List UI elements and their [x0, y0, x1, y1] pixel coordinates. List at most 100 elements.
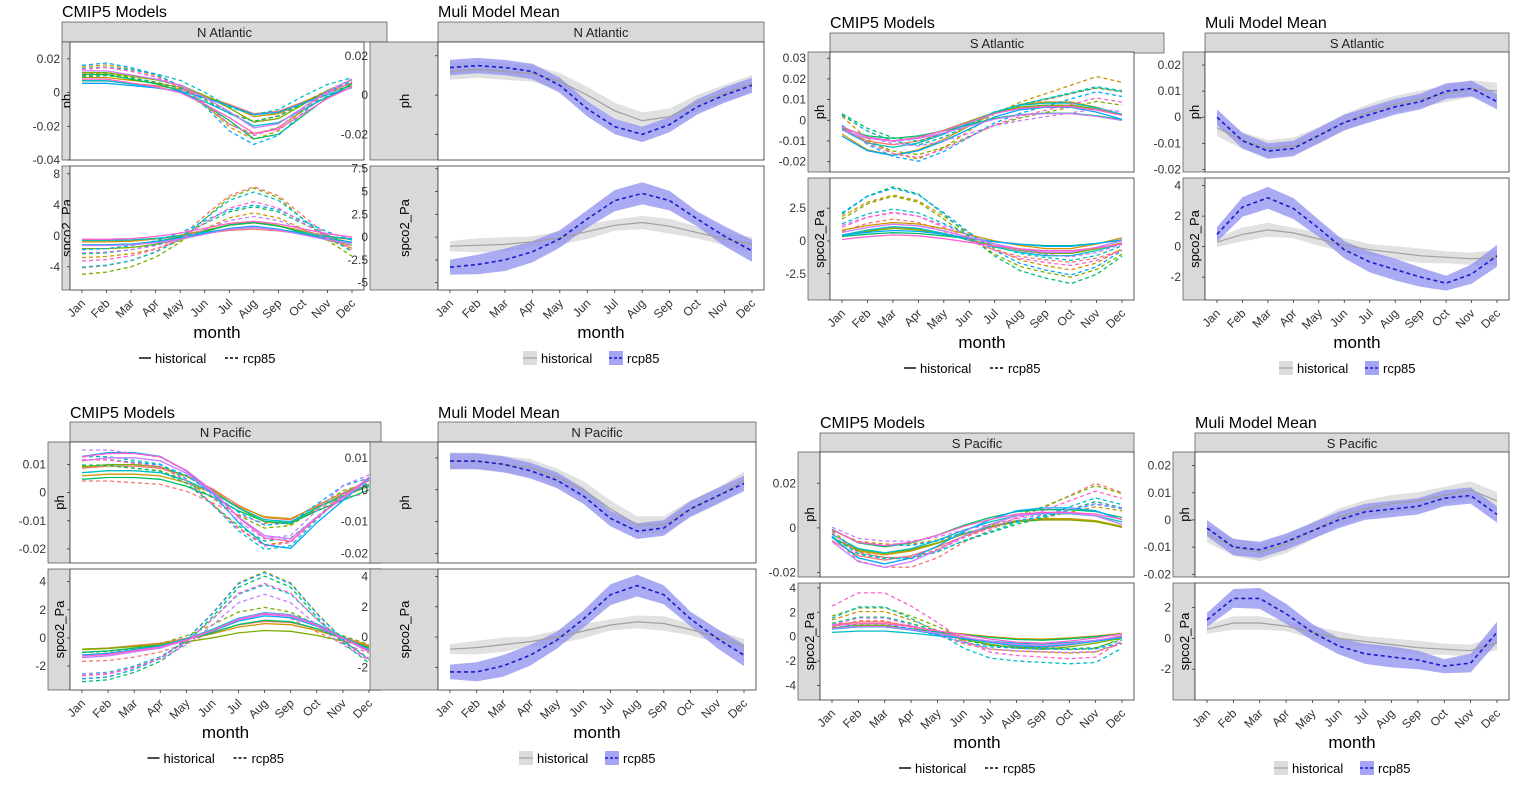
facet-row-strip-ph [369, 41, 439, 161]
x-tick-label: Mar [1241, 706, 1266, 731]
model-line-rcp85 [841, 187, 1123, 276]
model-line-rcp85 [831, 616, 1123, 650]
model-line-rcp85 [81, 191, 353, 268]
x-tick-label: Feb [459, 296, 484, 321]
facet-strip-label: N Atlantic [197, 25, 252, 40]
rcp85-mean-line [449, 64, 753, 136]
y-tick-label: -0.02 [19, 542, 47, 556]
model-line-rcp85 [831, 497, 1123, 560]
model-line-rcp85 [841, 100, 1123, 156]
model-line-rcp85 [82, 465, 370, 529]
legend-label-rcp85: rcp85 [252, 751, 285, 766]
model-line-historical [831, 625, 1123, 646]
x-tick-label: Apr [139, 296, 162, 319]
panel-title: CMIP5 Models [70, 405, 175, 422]
rcp85-band [450, 574, 744, 682]
y-tick-label: 0 [361, 630, 368, 644]
model-line-rcp85 [81, 215, 353, 254]
y-tick-label: 4 [789, 581, 796, 595]
y-tick-label: -2.5 [785, 267, 806, 281]
x-tick-label: Nov [1078, 306, 1103, 331]
x-tick-label: Aug [1001, 306, 1026, 331]
facet-strip-label: S Pacific [952, 436, 1003, 451]
model-line-historical [831, 622, 1123, 644]
x-tick-label: Jun [1321, 706, 1345, 730]
facet-row-label-ph: ph [52, 495, 67, 509]
hist-mean-line [1216, 87, 1498, 150]
y-tick-label: 0.01 [783, 93, 807, 107]
x-tick-label: Apr [513, 696, 536, 719]
y-tick-label: 0 [361, 483, 368, 497]
facet-strip-label: N Atlantic [574, 25, 629, 40]
model-line-historical [81, 452, 370, 542]
x-tick-label: Sep [259, 296, 284, 321]
legend-label-historical: historical [1297, 361, 1348, 376]
x-tick-label: Oct [300, 696, 324, 720]
y-tick-label: -0.01 [341, 515, 369, 529]
facet-strip-label: S Atlantic [1330, 36, 1385, 51]
chart-panel-4: CMIP5 Models N Pacific ph spco2_Pa 0.01 0 -0.0… [19, 405, 382, 766]
legend-label-rcp85: rcp85 [1378, 761, 1411, 776]
y-tick-label: 0 [1174, 110, 1181, 124]
model-line-historical [82, 78, 353, 134]
y-tick-label: 0 [789, 521, 796, 535]
y-tick-label: -2 [1160, 662, 1171, 676]
hist-band [450, 61, 752, 129]
y-tick-label: -0.02 [769, 566, 797, 580]
x-tick-label: Jun [195, 696, 219, 720]
y-tick-label: 0 [361, 88, 368, 102]
y-tick-label: -0.02 [33, 119, 61, 133]
model-line-rcp85 [81, 62, 353, 146]
x-tick-label: Dec [1103, 306, 1128, 331]
facet-row-strip-ph [369, 441, 439, 564]
model-line-historical [831, 512, 1123, 568]
facet-row-strip-spco2 [369, 568, 439, 691]
rcp85-mean-line [450, 584, 745, 673]
x-tick-label: Sep [1027, 306, 1052, 331]
x-tick-label: Nov [1453, 306, 1478, 331]
x-tick-label: Jan [65, 296, 89, 320]
x-tick-label: Sep [645, 696, 670, 721]
y-tick-label: 0.01 [23, 458, 47, 472]
y-tick-label: 2 [361, 600, 368, 614]
facet-strip-label: N Pacific [571, 425, 623, 440]
y-tick-label: 0 [799, 234, 806, 248]
x-tick-label: Jul [1355, 306, 1376, 327]
model-line-rcp85 [831, 592, 1123, 660]
model-line-rcp85 [81, 66, 353, 116]
rcp85-mean-line [1216, 196, 1498, 285]
y-tick-label: 0.02 [773, 476, 797, 490]
x-tick-label: May [167, 696, 193, 722]
legend-label-rcp85: rcp85 [243, 351, 276, 366]
x-tick-label: Sep [1402, 306, 1427, 331]
x-tick-label: May [1293, 706, 1319, 732]
legend-label-rcp85: rcp85 [623, 751, 656, 766]
hist-band [1207, 616, 1497, 657]
x-tick-label: Aug [1373, 706, 1398, 731]
facet-row-label-spco2: spco2_Pa [52, 600, 67, 659]
rcp85-mean-line [450, 460, 745, 533]
x-tick-label: Nov [698, 696, 723, 721]
x-tick-label: Mar [485, 696, 510, 721]
x-tick-label: Aug [1376, 306, 1401, 331]
model-line-historical [82, 80, 353, 127]
x-tick-label: Aug [623, 296, 648, 321]
model-line-rcp85 [841, 186, 1123, 285]
y-tick-label: 0.02 [345, 49, 369, 63]
x-tick-label: Jul [215, 296, 236, 317]
legend: historical rcp85 [139, 351, 276, 366]
facet-strip-label: N Pacific [200, 425, 252, 440]
y-tick-label: -5 [357, 276, 368, 290]
model-line-rcp85 [81, 204, 353, 251]
facet-row-label-ph: ph [397, 94, 412, 108]
x-tick-label: May [918, 706, 944, 732]
chart-panel-2: CMIP5 Models S Atlantic ph spco2_Pa 0.03 0.02… [779, 15, 1165, 376]
rcp85-band [1207, 487, 1497, 558]
model-line-historical [81, 615, 370, 656]
legend-label-historical: historical [541, 351, 592, 366]
x-tick-label: Nov [1077, 706, 1102, 731]
x-tick-label: Dec [333, 296, 358, 321]
y-tick-label: -0.02 [1154, 162, 1182, 176]
